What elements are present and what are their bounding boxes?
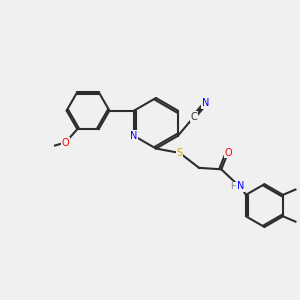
Text: N: N	[237, 181, 244, 191]
Text: C: C	[191, 112, 197, 122]
Text: O: O	[224, 148, 232, 158]
Text: O: O	[61, 137, 69, 148]
Text: H: H	[230, 182, 237, 191]
Text: N: N	[202, 98, 209, 108]
Text: S: S	[177, 148, 183, 158]
Text: N: N	[130, 131, 138, 141]
